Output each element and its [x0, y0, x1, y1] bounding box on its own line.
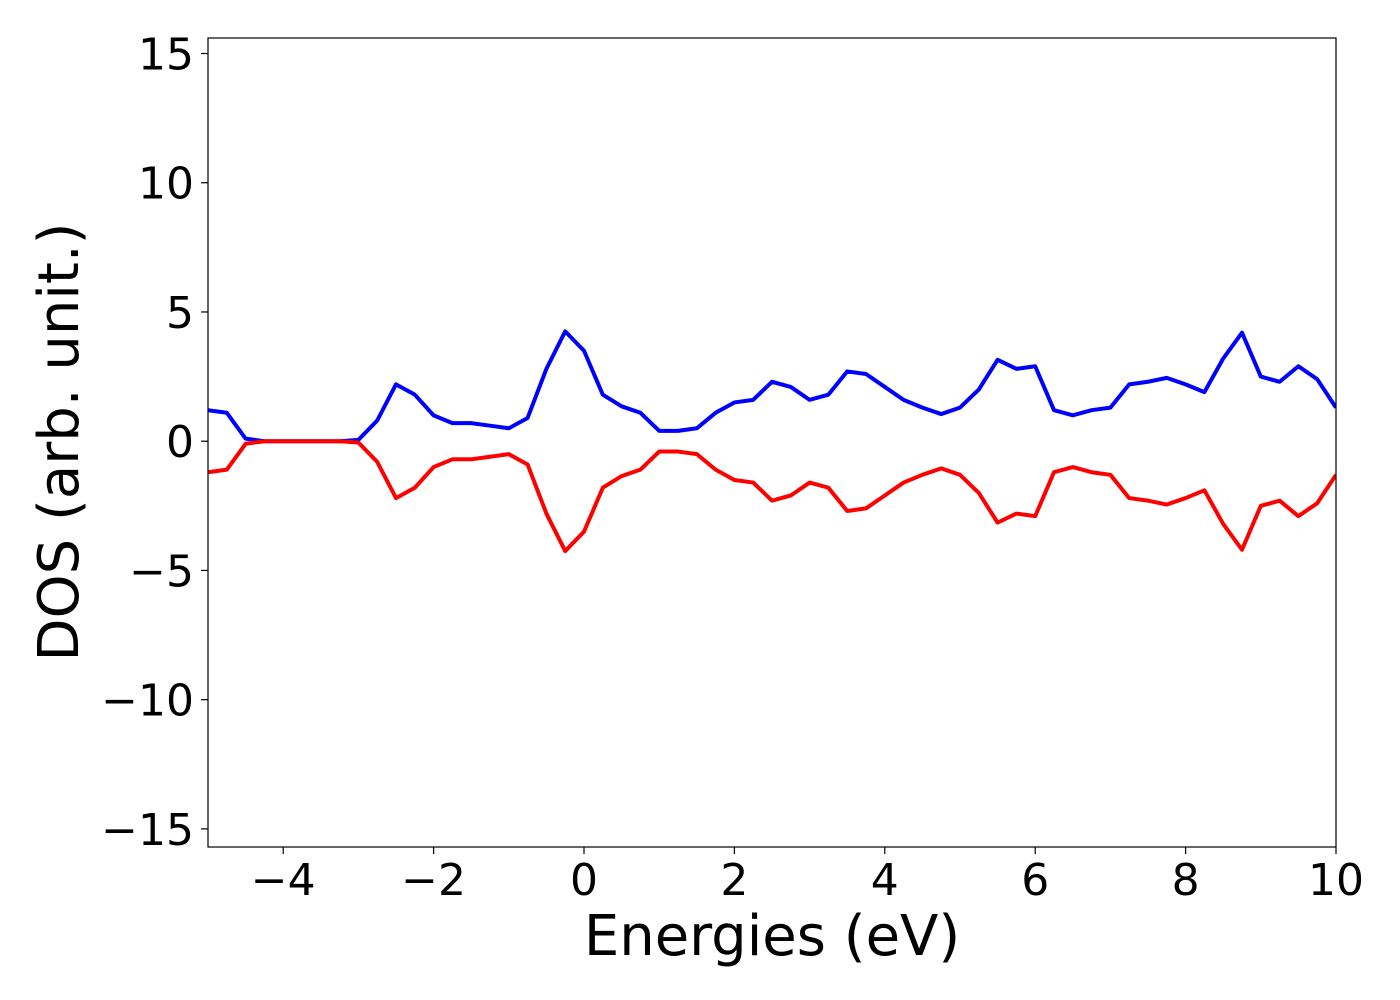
x-tick-label: 4: [871, 855, 899, 906]
plot-frame: [207, 37, 1337, 848]
x-tick-label: 2: [720, 855, 748, 906]
y-tick-label: 0: [166, 417, 194, 468]
x-tick-label: −2: [401, 855, 466, 906]
x-tick-label: 0: [570, 855, 598, 906]
x-tick-label: 8: [1172, 855, 1200, 906]
x-tick-label: −4: [251, 855, 316, 906]
x-tick-label: 6: [1021, 855, 1049, 906]
y-tick-label: 5: [166, 288, 194, 339]
y-tick-label: −15: [101, 805, 194, 856]
x-tick-label: 10: [1308, 855, 1364, 906]
y-tick-label: −10: [101, 676, 194, 727]
y-tick-label: 10: [138, 159, 194, 210]
dos-line: [208, 439, 1336, 554]
dos-line: [208, 329, 1336, 444]
x-axis-label: Energies (eV): [584, 904, 960, 969]
y-tick-label: −5: [129, 546, 194, 597]
y-axis-label: DOS (arb. unit.): [27, 222, 92, 661]
y-tick-label: 15: [138, 30, 194, 81]
